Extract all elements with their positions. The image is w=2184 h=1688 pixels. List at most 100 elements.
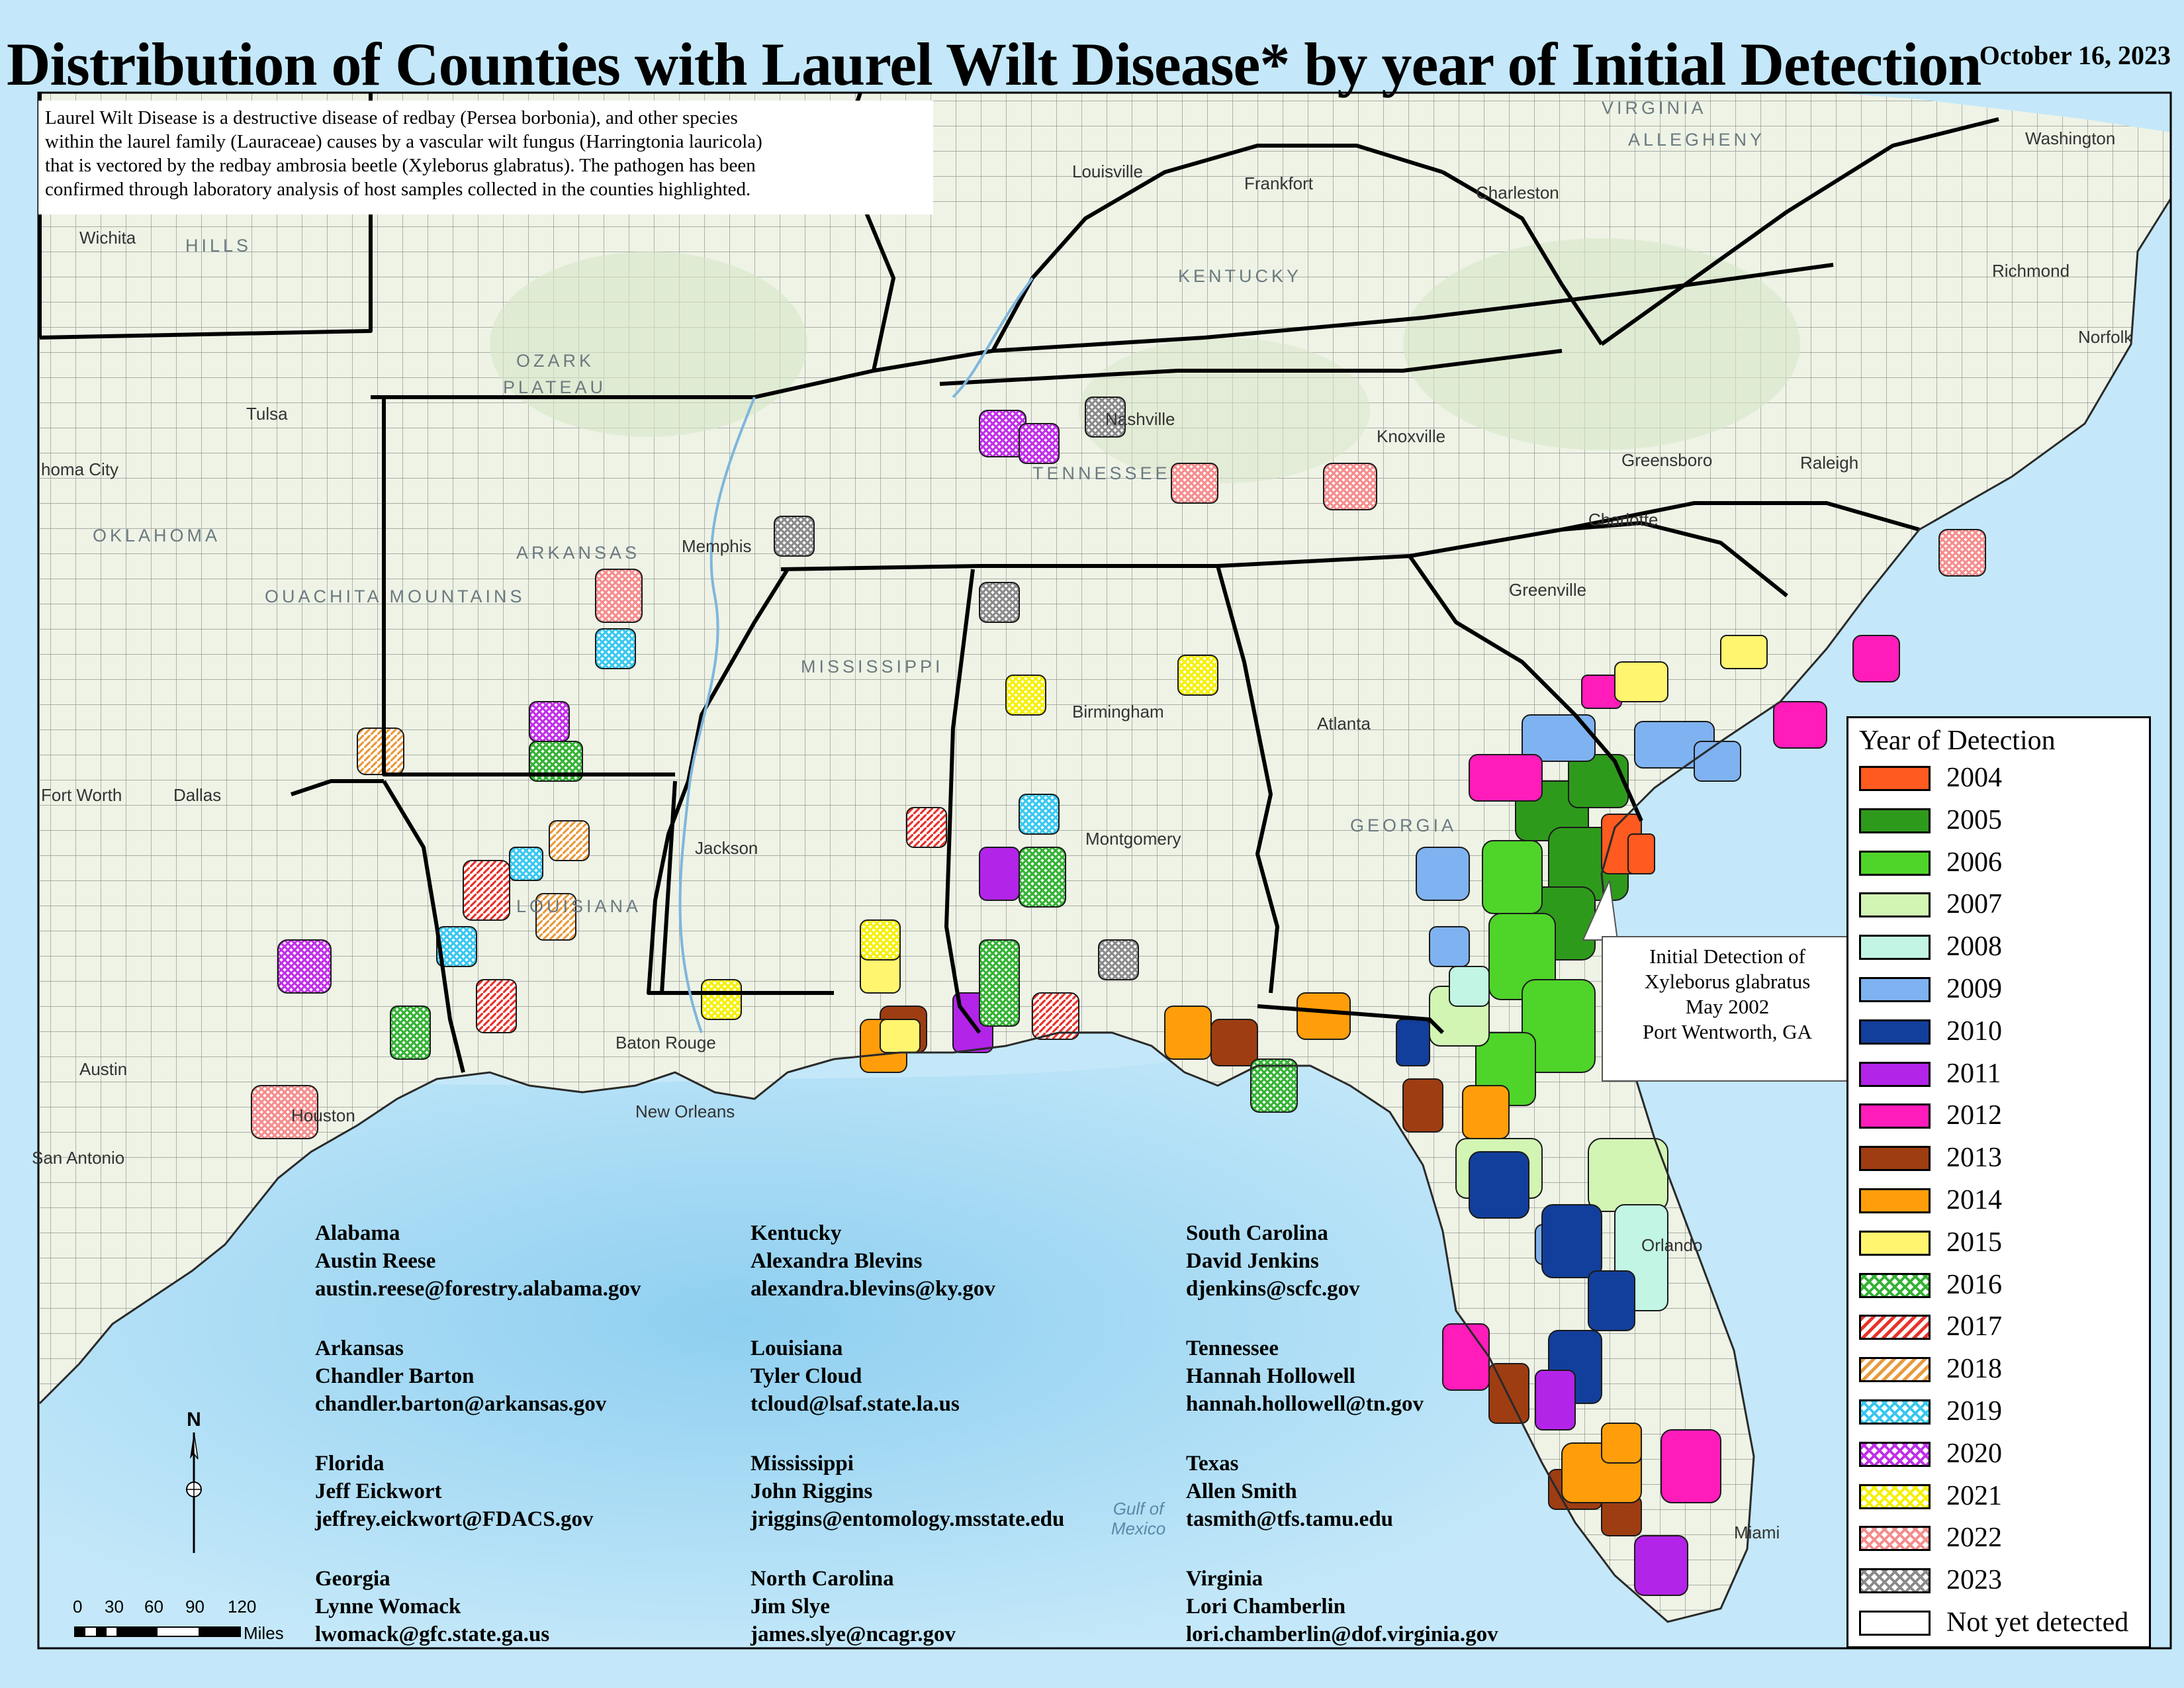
description-line: Laurel Wilt Disease is a destructive dis… [45,107,738,128]
legend-item: Not yet detected [1859,1607,2144,1642]
contact-name: Chandler Barton [315,1364,475,1388]
scale-bar [74,1626,241,1637]
region-label: OKLAHOMA [93,526,221,545]
detected-county [1694,741,1741,782]
detected-county [979,847,1020,901]
contact-email[interactable]: lori.chamberlin@dof.virginia.gov [1186,1622,1498,1646]
contact-name: Jeff Eickwort [315,1479,442,1503]
region-label: VIRGINIA [1602,98,1707,118]
legend-swatch [1859,1483,1931,1509]
contact-email[interactable]: alexandra.blevins@ky.gov [751,1277,995,1301]
region-label: MISSISSIPPI [801,657,944,677]
detected-county [1005,675,1046,716]
detected-county [463,860,510,921]
detected-county [1085,397,1126,438]
description-line: that is vectored by the redbay ambrosia … [45,155,756,176]
detected-county [1171,463,1218,504]
contact-email[interactable]: austin.reese@forestry.alabama.gov [315,1277,641,1301]
place-label: Baton Rouge [615,1033,716,1053]
place-label: Houston [291,1105,355,1125]
legend-item: 2011 [1859,1058,2144,1094]
contact-name: Jim Slye [751,1595,831,1618]
legend-label: 2010 [1946,1015,2002,1047]
detected-county [1210,1019,1258,1066]
detected-county [1852,635,1900,682]
contact-state: Virginia [1186,1567,1263,1591]
legend-swatch [1859,1146,1931,1172]
detected-county [549,820,590,861]
detected-county [1568,754,1629,808]
scale-tick-label: 30 [105,1597,124,1617]
legend-swatch [1859,935,1931,961]
detected-county [1588,1270,1635,1331]
detected-county [860,919,901,961]
legend-label: 2007 [1946,889,2002,920]
legend-swatch [1859,1061,1931,1087]
detected-county [436,926,477,967]
legend-swatch [1859,1188,1931,1213]
legend-item: 2006 [1859,847,2144,882]
contact-state: Alabama [315,1221,400,1245]
contact-block: Arkansas Chandler Barton chandler.barton… [315,1335,739,1418]
detected-county [1462,1085,1510,1139]
contact-block: Alabama Austin Reese austin.reese@forest… [315,1219,739,1303]
legend-item: 2005 [1859,804,2144,840]
contact-state: Tennessee [1186,1336,1279,1360]
detected-county [1938,529,1986,577]
legend-item: 2022 [1859,1522,2144,1558]
contact-email[interactable]: hannah.hollowell@tn.gov [1186,1392,1424,1416]
contact-block: Virginia Lori Chamberlin lori.chamberlin… [1186,1565,1610,1648]
place-label: Fort Worth [41,785,122,805]
detected-county [1032,992,1079,1040]
place-label: Richmond [1992,261,2070,281]
water-label: Gulf of Mexico [1111,1499,1166,1538]
legend-label: 2019 [1946,1396,2002,1427]
contact-email[interactable]: tcloud@lsaf.state.la.us [751,1392,960,1416]
contact-name: Tyler Cloud [751,1364,862,1388]
initial-detection-callout: Initial Detection of Xyleborus glabratus… [1602,936,1853,1082]
legend-item: 2020 [1859,1438,2144,1474]
detected-county [1402,1078,1443,1133]
detected-county [1323,463,1377,510]
scale-tick-label: 60 [144,1597,163,1617]
contact-email[interactable]: chandler.barton@arkansas.gov [315,1392,607,1416]
contact-block: North Carolina Jim Slye james.slye@ncagr… [751,1565,1174,1648]
callout-line: Initial Detection of [1649,945,1805,968]
place-label: Miami [1734,1523,1780,1542]
contact-email[interactable]: james.slye@ncagr.gov [751,1622,956,1646]
north-label: N [187,1410,201,1430]
detected-county [1773,701,1827,749]
detected-county [1429,926,1470,967]
place-label: Frankfort [1244,173,1314,193]
detected-county [774,516,815,557]
contact-block: Georgia Lynne Womack lwomack@gfc.state.g… [315,1565,739,1648]
detected-county [1522,979,1596,1073]
place-label: Birmingham [1072,702,1164,722]
detected-county [906,807,947,848]
place-label: Greensboro [1621,450,1713,470]
legend-swatch [1859,1019,1931,1045]
contact-block: Texas Allen Smith tasmith@tfs.tamu.edu [1186,1450,1610,1533]
legend-label: 2008 [1946,931,2002,962]
detected-county [1164,1006,1212,1060]
contact-email[interactable]: djenkins@scfc.gov [1186,1277,1360,1301]
legend-swatch [1859,1611,1931,1636]
contact-email[interactable]: jeffrey.eickwort@FDACS.gov [315,1507,594,1531]
place-label: Jackson [695,838,758,858]
legend-swatch [1859,1441,1931,1467]
contact-block: South Carolina David Jenkins djenkins@sc… [1186,1219,1610,1303]
contact-email[interactable]: tasmith@tfs.tamu.edu [1186,1507,1394,1531]
legend-item: 2016 [1859,1269,2144,1305]
contact-name: Lori Chamberlin [1186,1595,1346,1618]
region-label: PLATEAU [503,377,607,397]
place-label: homa City [41,459,119,479]
detected-county [1661,1429,1721,1503]
contact-email[interactable]: lwomack@gfc.state.ga.us [315,1622,550,1646]
contact-email[interactable]: jriggins@entomology.msstate.edu [751,1507,1065,1531]
legend-item: 2015 [1859,1227,2144,1262]
legend-label: 2017 [1946,1311,2002,1342]
region-label: KENTUCKY [1178,266,1302,286]
legend-item: 2007 [1859,888,2144,924]
map-date: October 16, 2023 [1979,40,2171,70]
